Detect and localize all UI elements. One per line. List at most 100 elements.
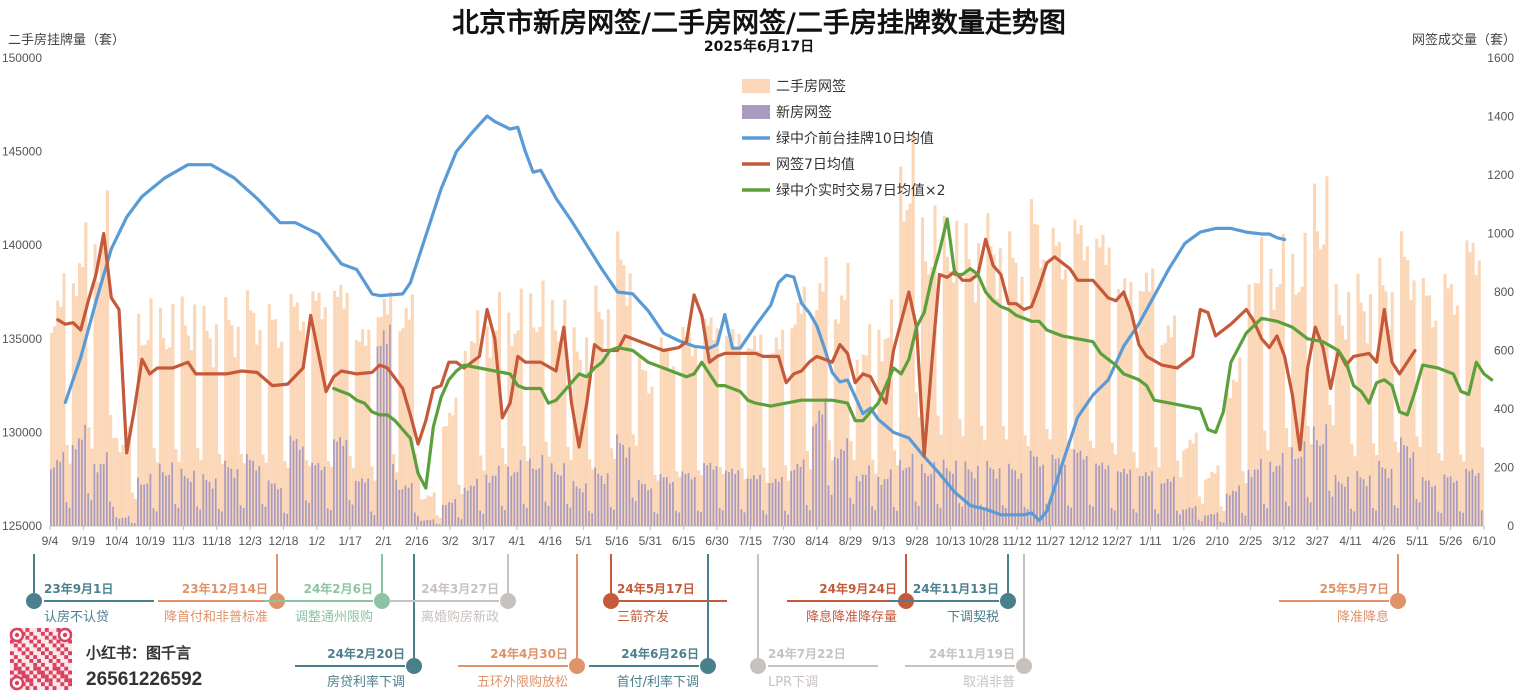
bar-second-hand bbox=[538, 326, 542, 526]
bar-new-home bbox=[1431, 486, 1433, 526]
qr-cell bbox=[44, 666, 49, 671]
event-date: 23年9月1日 bbox=[44, 581, 113, 596]
bar-second-hand bbox=[883, 338, 887, 526]
bar-second-hand bbox=[314, 300, 318, 526]
qr-cell bbox=[52, 686, 57, 690]
bar-new-home bbox=[669, 483, 671, 526]
bar-new-home bbox=[1113, 510, 1116, 526]
bar-new-home bbox=[973, 478, 976, 526]
qr-cell bbox=[37, 678, 41, 683]
bar-second-hand bbox=[1347, 291, 1351, 526]
qr-finder-dot bbox=[62, 632, 68, 638]
event-date: 24年6月26日 bbox=[621, 646, 699, 661]
qr-cell bbox=[48, 651, 53, 656]
bar-second-hand bbox=[684, 337, 688, 526]
qr-cell bbox=[29, 651, 34, 656]
bar-new-home bbox=[1123, 468, 1125, 526]
bar-new-home bbox=[305, 500, 307, 526]
bar-second-hand bbox=[1350, 443, 1354, 526]
qr-cell bbox=[37, 666, 41, 671]
bar-second-hand bbox=[1204, 479, 1208, 526]
bar-second-hand bbox=[193, 304, 197, 526]
bar-new-home bbox=[1048, 506, 1051, 526]
bar-new-home bbox=[460, 519, 463, 526]
qr-cell bbox=[29, 631, 34, 636]
bar-second-hand bbox=[634, 445, 638, 526]
bar-second-hand bbox=[880, 361, 884, 526]
bar-new-home bbox=[1291, 447, 1293, 526]
bar-second-hand bbox=[74, 296, 78, 526]
bar-new-home bbox=[252, 460, 254, 526]
qr-code-image bbox=[9, 627, 73, 691]
bar-new-home bbox=[1452, 482, 1455, 526]
bar-new-home bbox=[734, 474, 737, 526]
bar-new-home bbox=[1403, 445, 1405, 526]
bar-new-home bbox=[227, 467, 230, 526]
bar-second-hand bbox=[774, 337, 778, 526]
bar-new-home bbox=[868, 465, 870, 526]
bar-second-hand bbox=[756, 350, 760, 526]
bar-new-home bbox=[877, 476, 880, 526]
bar-second-hand bbox=[784, 465, 788, 526]
bar-second-hand bbox=[469, 341, 474, 526]
bar-second-hand bbox=[99, 244, 103, 526]
qr-cell bbox=[37, 670, 41, 675]
bar-new-home bbox=[622, 444, 625, 526]
bar-second-hand bbox=[224, 297, 228, 526]
bar-new-home bbox=[289, 435, 292, 526]
event-label: 降息降准降存量 bbox=[806, 609, 897, 625]
bar-second-hand bbox=[1051, 227, 1055, 526]
bar-second-hand bbox=[339, 284, 343, 526]
bar-new-home bbox=[348, 500, 351, 526]
legend-swatch bbox=[742, 79, 770, 93]
bar-second-hand bbox=[1067, 440, 1071, 526]
bar-second-hand bbox=[715, 328, 719, 526]
left-tick-label: 125000 bbox=[2, 519, 42, 533]
bar-new-home bbox=[448, 502, 450, 526]
bar-new-home bbox=[236, 469, 239, 526]
bar-new-home bbox=[1272, 471, 1275, 526]
bar-second-hand bbox=[871, 459, 875, 526]
qr-cell bbox=[21, 643, 26, 648]
bar-new-home bbox=[180, 468, 183, 526]
bar-new-home bbox=[121, 517, 124, 526]
bar-new-home bbox=[245, 453, 248, 526]
bar-second-hand bbox=[1092, 448, 1096, 526]
event-date: 24年9月24日 bbox=[819, 581, 897, 596]
bar-second-hand bbox=[333, 290, 337, 526]
bar-second-hand bbox=[697, 470, 701, 526]
bar-new-home bbox=[743, 512, 746, 526]
bar-second-hand bbox=[1197, 496, 1201, 526]
bar-second-hand bbox=[1129, 281, 1133, 526]
qr-cell bbox=[48, 631, 53, 636]
bar-new-home bbox=[569, 507, 572, 526]
bar-second-hand bbox=[908, 203, 912, 527]
bar-second-hand bbox=[597, 311, 601, 526]
bar-second-hand bbox=[283, 461, 287, 526]
qr-cell bbox=[68, 639, 72, 644]
bar-second-hand bbox=[1340, 325, 1345, 526]
bar-new-home bbox=[326, 508, 329, 526]
qr-cell bbox=[64, 647, 69, 652]
bar-new-home bbox=[336, 441, 338, 526]
bar-new-home bbox=[1060, 467, 1063, 526]
qr-cell bbox=[29, 670, 34, 675]
bar-new-home bbox=[802, 459, 805, 526]
bar-second-hand bbox=[1076, 233, 1080, 526]
bar-second-hand bbox=[214, 324, 218, 526]
bar-second-hand bbox=[1032, 223, 1037, 526]
bar-new-home bbox=[389, 324, 391, 526]
bar-new-home bbox=[700, 512, 702, 526]
bar-second-hand bbox=[1020, 276, 1024, 526]
x-tick-label: 4/11 bbox=[1339, 534, 1362, 548]
bar-second-hand bbox=[529, 293, 533, 526]
bar-second-hand bbox=[1480, 447, 1484, 526]
qr-cell bbox=[21, 651, 26, 656]
bar-new-home bbox=[137, 477, 139, 526]
bar-new-home bbox=[1101, 462, 1104, 526]
line-series-2 bbox=[332, 217, 1494, 490]
bar-new-home bbox=[1412, 452, 1415, 526]
bar-new-home bbox=[849, 497, 852, 526]
bar-new-home bbox=[264, 506, 267, 526]
x-tick-label: 3/17 bbox=[472, 534, 496, 548]
